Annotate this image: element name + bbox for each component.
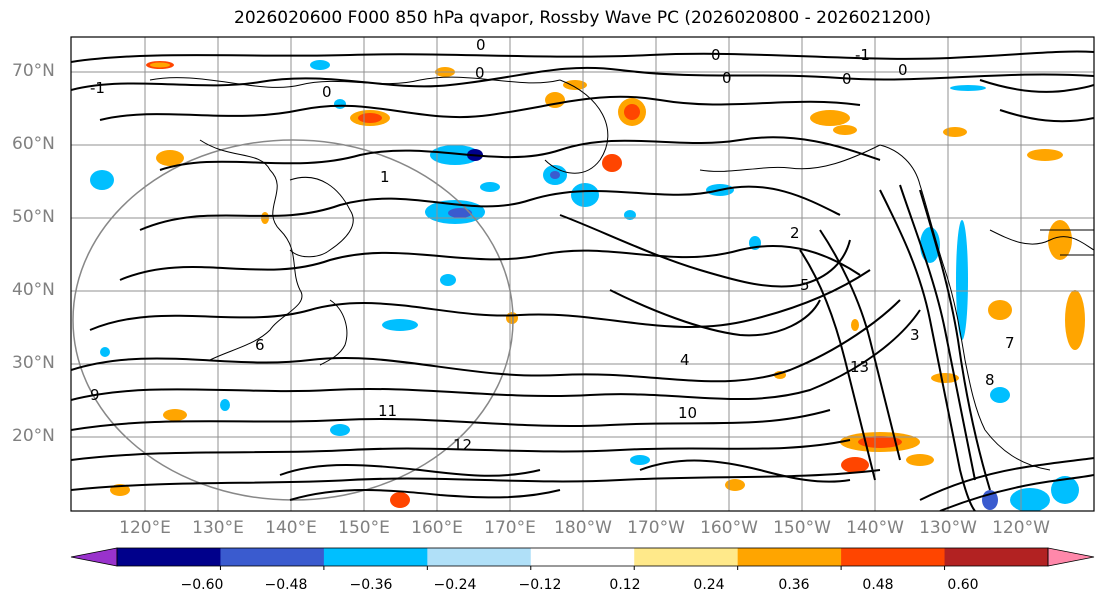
colorbar-segment <box>530 548 635 566</box>
lon-label: 130°E <box>192 518 244 538</box>
contour-label: 0 <box>842 70 852 88</box>
colorbar-segment <box>944 548 1049 566</box>
contour-label: -1 <box>90 79 105 97</box>
colorbar-segment <box>634 548 739 566</box>
lon-label: 150°W <box>773 518 831 538</box>
colorbar-tick: 0.48 <box>862 577 894 593</box>
contour-label: -1 <box>855 46 870 64</box>
colorbar-tick: −0.24 <box>433 577 477 593</box>
colorbar-segment <box>427 548 532 566</box>
lat-label: 40°N <box>12 280 55 300</box>
colorbar-segment <box>737 548 842 566</box>
colorbar-tick: −0.12 <box>518 577 562 593</box>
colorbar-tick: 0.60 <box>947 577 979 593</box>
contour-label: 4 <box>680 351 690 369</box>
lon-label: 130°W <box>919 518 977 538</box>
contour-label: 0 <box>322 83 332 101</box>
contour-label: 6 <box>255 336 265 354</box>
lat-label: 30°N <box>12 353 55 373</box>
contour-label: 12 <box>453 436 472 454</box>
contour-label: 10 <box>678 404 697 422</box>
contour-label: 0 <box>476 36 486 54</box>
colorbar-tick: −0.60 <box>180 577 224 593</box>
contour-label: 2 <box>790 224 800 242</box>
colorbar-segment <box>117 548 221 566</box>
contour-label: 5 <box>800 276 810 294</box>
lon-label: 140°W <box>846 518 904 538</box>
lon-label: 120°E <box>119 518 171 538</box>
lat-label: 70°N <box>12 61 55 81</box>
lat-label: 20°N <box>12 426 55 446</box>
colorbar-tick: −0.36 <box>349 577 393 593</box>
contour-label: 9 <box>90 386 100 404</box>
colorbar-tick: 0.24 <box>693 577 725 593</box>
lon-label: 150°E <box>338 518 390 538</box>
lon-label: 140°E <box>265 518 317 538</box>
colorbar-extend-high <box>1047 547 1095 567</box>
lon-label: 170°E <box>484 518 536 538</box>
lon-label: 180°W <box>554 518 612 538</box>
coastlines <box>149 76 1094 471</box>
contour-label-group: 0 0 0 -1 0 0 0 0 -1 1 2 3 4 5 6 7 8 9 10… <box>90 36 1015 454</box>
colorbar <box>70 547 1095 570</box>
lon-label: 160°W <box>700 518 758 538</box>
contour-label: 11 <box>378 402 397 420</box>
contour-label: 0 <box>711 46 721 64</box>
colorbar-tick: 0.36 <box>778 577 810 593</box>
colorbar-tick: 0.12 <box>609 577 641 593</box>
map-title: 2026020600 F000 850 hPa qvapor, Rossby W… <box>234 8 931 28</box>
contour-label: 0 <box>722 69 732 87</box>
contour-label: 0 <box>475 64 485 82</box>
colorbar-segment <box>841 548 946 566</box>
lat-label: 60°N <box>12 134 55 154</box>
lon-label: 160°E <box>411 518 463 538</box>
lat-label: 50°N <box>12 207 55 227</box>
colorbar-tick: −0.48 <box>264 577 308 593</box>
contour-label: 7 <box>1005 334 1015 352</box>
contour-lines <box>71 50 1094 511</box>
colorbar-frame <box>116 547 1049 567</box>
colorbar-segment <box>323 548 428 566</box>
contour-label: 0 <box>898 61 908 79</box>
lon-label: 170°W <box>627 518 685 538</box>
contour-label: 1 <box>380 168 390 186</box>
colorbar-segment <box>220 548 325 566</box>
contour-label: 8 <box>985 371 995 389</box>
contour-label: 13 <box>850 358 869 376</box>
contour-label: 3 <box>910 326 920 344</box>
map-frame <box>70 36 1095 512</box>
colorbar-extend-low <box>70 547 118 567</box>
lon-label: 120°W <box>992 518 1050 538</box>
